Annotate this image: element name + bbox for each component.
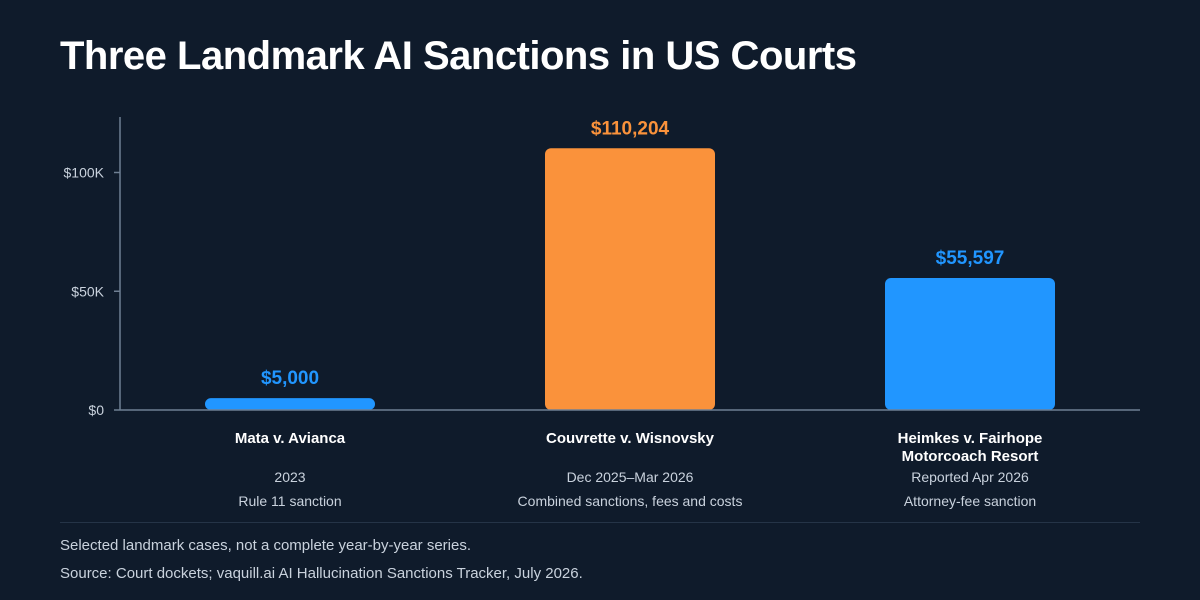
category-label: Heimkes v. Fairhope: [898, 430, 1043, 447]
chart-source: Source: Court dockets; vaquill.ai AI Hal…: [60, 565, 583, 582]
chart-note: Selected landmark cases, not a complete …: [60, 537, 472, 554]
category-label: Motorcoach Resort: [902, 448, 1039, 465]
bar-value-label: $55,597: [936, 248, 1005, 269]
bar-value-label: $5,000: [261, 368, 319, 389]
category-description: Rule 11 sanction: [238, 493, 341, 509]
category-date: Reported Apr 2026: [911, 469, 1029, 485]
chart-title: Three Landmark AI Sanctions in US Courts: [60, 34, 857, 78]
footer-divider: [60, 522, 1140, 523]
category-date: Dec 2025–Mar 2026: [567, 469, 694, 485]
bar: [545, 148, 715, 410]
category-label: Mata v. Avianca: [235, 430, 346, 447]
category-description: Attorney-fee sanction: [904, 493, 1036, 509]
category-description: Combined sanctions, fees and costs: [518, 493, 743, 509]
bar: [205, 398, 375, 410]
bar-value-label: $110,204: [591, 118, 670, 139]
category-label: Couvrette v. Wisnovsky: [546, 430, 715, 447]
category-date: 2023: [274, 469, 305, 485]
y-tick-label: $0: [88, 402, 104, 418]
bar: [885, 277, 1055, 410]
y-tick-label: $50K: [71, 283, 104, 299]
y-tick-label: $100K: [64, 165, 105, 181]
